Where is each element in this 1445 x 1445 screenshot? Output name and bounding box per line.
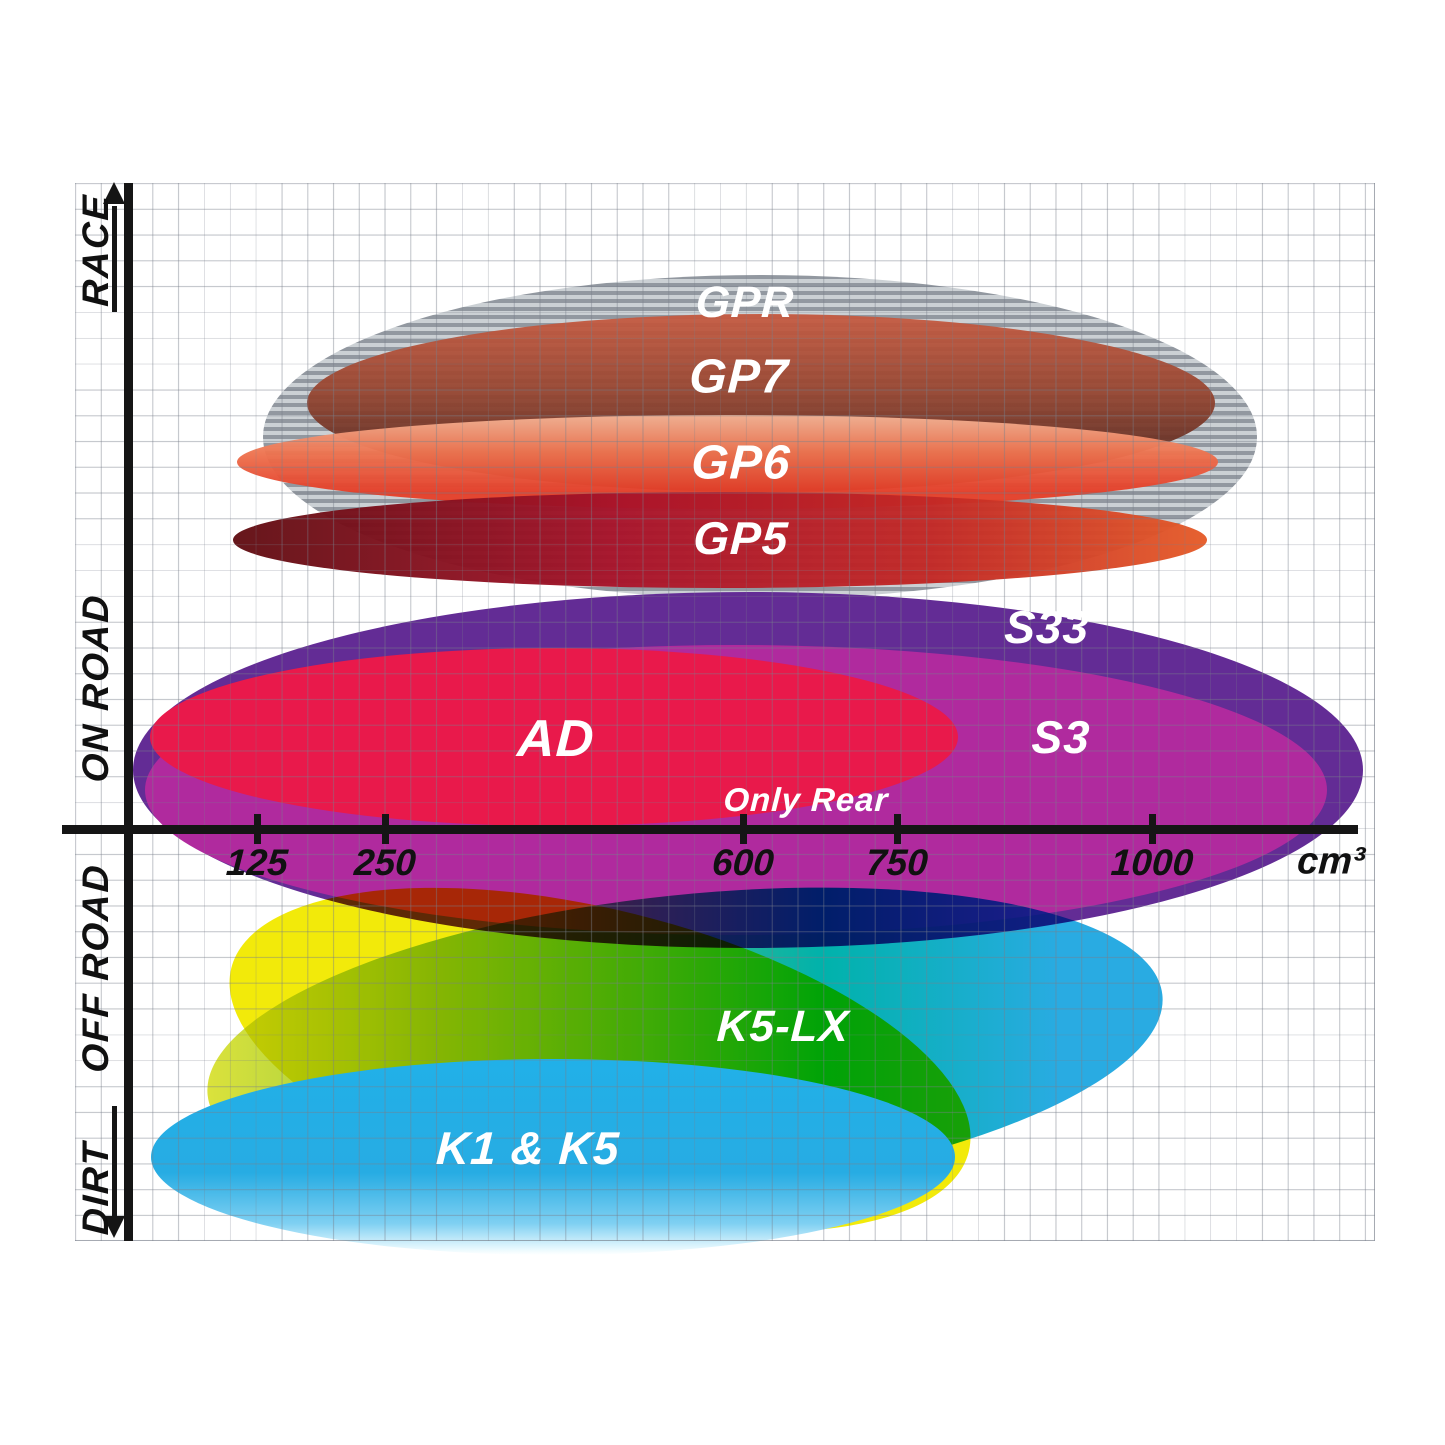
down-arrow-icon <box>103 1216 125 1238</box>
x-tick-600 <box>740 814 747 844</box>
zone-label-on-road: ON ROAD <box>75 592 116 784</box>
zone-label-race: RACE <box>75 192 116 308</box>
ad-label-note: Only Rear <box>722 781 890 818</box>
up-arrow-icon <box>103 182 125 204</box>
x-tick-250 <box>382 814 389 844</box>
gp5-label: GP5 <box>692 512 790 564</box>
ad-ellipse <box>150 648 958 826</box>
gp6-label: GP6 <box>690 436 792 490</box>
gp5-ellipse <box>233 492 1207 588</box>
x-tick-label-750: 750 <box>865 842 929 883</box>
x-tick-750 <box>894 814 901 844</box>
x-tick-label-125: 125 <box>225 842 289 883</box>
zone-label-dirt: DIRT <box>75 1140 116 1236</box>
x-tick-label-600: 600 <box>711 842 775 883</box>
zone-arrow-line-dirt <box>112 1106 117 1216</box>
s33-label: S33 <box>1003 601 1091 653</box>
x-axis-unit-label: cm³ <box>1296 840 1366 883</box>
x-tick-125 <box>254 814 261 844</box>
x-tick-label-250: 250 <box>353 842 417 883</box>
k5lx-label: K5-LX <box>715 1002 851 1051</box>
zone-arrow-line-race <box>112 206 117 312</box>
gp7-label: GP7 <box>688 350 790 404</box>
gpr-label: GPR <box>694 278 796 327</box>
x-axis-line <box>62 825 1358 834</box>
k1k5-ellipse <box>151 1059 955 1255</box>
zone-label-off-road: OFF ROAD <box>75 862 116 1074</box>
k1k5-label: K1 & K5 <box>434 1122 622 1174</box>
s3-label: S3 <box>1030 711 1092 763</box>
x-tick-label-1000: 1000 <box>1109 842 1195 883</box>
ad-label: AD <box>515 710 597 768</box>
y-axis-line <box>124 183 133 1241</box>
x-tick-1000 <box>1149 814 1156 844</box>
